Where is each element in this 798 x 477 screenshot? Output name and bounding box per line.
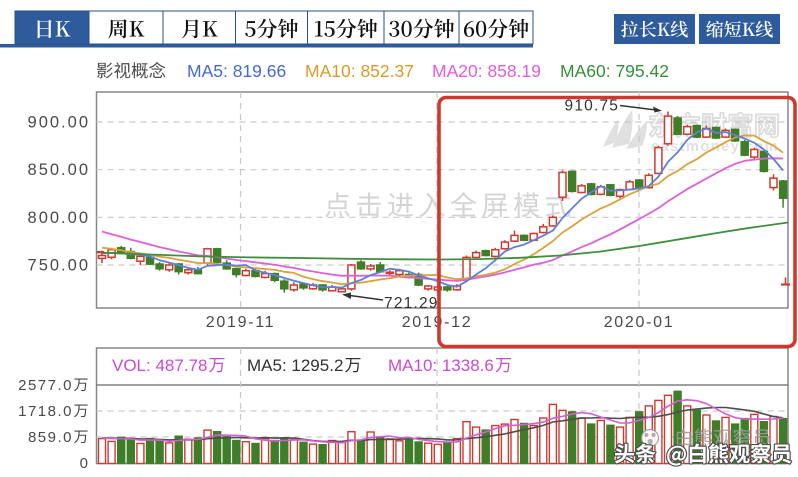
svg-text:0: 0	[80, 455, 88, 472]
svg-text:MA60: 795.42: MA60: 795.42	[560, 61, 669, 81]
svg-text:2577.0: 2577.0	[18, 377, 73, 394]
svg-text:900.00: 900.00	[28, 114, 90, 132]
svg-text:MA10: 852.37: MA10: 852.37	[305, 61, 414, 81]
svg-text:MA10: 1338.6: MA10: 1338.6	[388, 356, 494, 375]
svg-text:850.00: 850.00	[28, 161, 90, 179]
svg-text:2020-01: 2020-01	[604, 314, 675, 331]
svg-text:MA5: 819.66: MA5: 819.66	[187, 61, 286, 81]
svg-text:VOL: 487.78: VOL: 487.78	[112, 356, 207, 375]
svg-text:800.00: 800.00	[28, 209, 90, 227]
svg-text:910.75: 910.75	[565, 98, 620, 115]
svg-text:721.29: 721.29	[384, 295, 439, 312]
svg-text:MA20: 858.19: MA20: 858.19	[432, 61, 541, 81]
svg-text:1718.0: 1718.0	[18, 403, 73, 420]
svg-text:MA5: 1295.2: MA5: 1295.2	[247, 356, 343, 375]
svg-text:750.00: 750.00	[28, 257, 90, 275]
svg-text:2019-12: 2019-12	[402, 314, 473, 331]
svg-text:2019-11: 2019-11	[206, 314, 275, 331]
svg-text:859.0: 859.0	[28, 429, 73, 446]
